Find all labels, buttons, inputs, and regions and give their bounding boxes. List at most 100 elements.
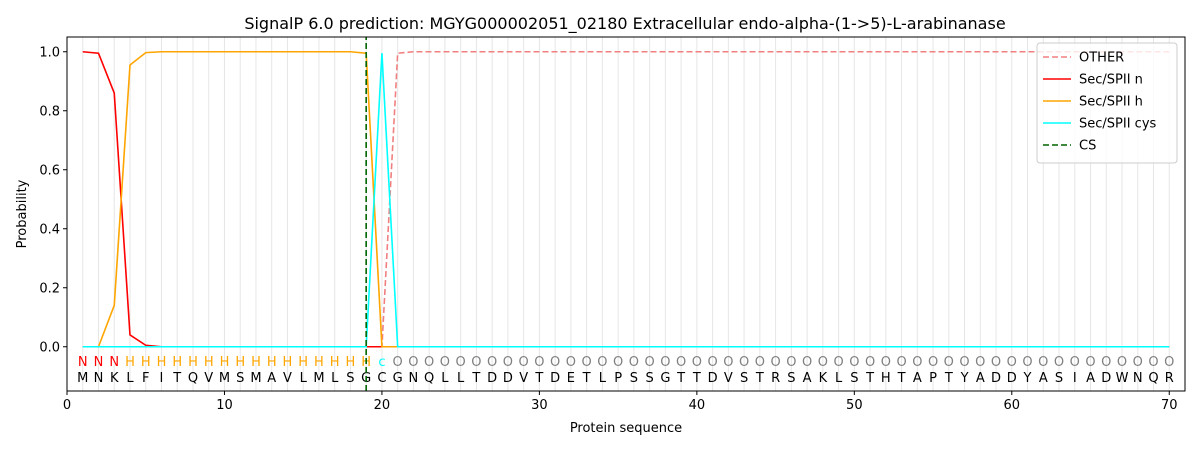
residue-letter: S xyxy=(236,371,244,386)
legend-box xyxy=(1036,42,1178,164)
residue-letter: Q xyxy=(424,371,434,386)
residue-letter: T xyxy=(944,371,953,386)
residue-region-label: O xyxy=(440,355,450,370)
legend-label: OTHER xyxy=(1079,51,1124,66)
y-tick-label: 0.4 xyxy=(39,222,60,237)
sequence-layer: NMNNNKHLHFHIHTHQHVHMHSHMHAHVHLHMHLHSHGcC… xyxy=(77,355,1174,386)
residue-letter: F xyxy=(142,371,149,386)
chart-title: SignalP 6.0 prediction: MGYG000002051_02… xyxy=(244,14,1005,34)
residue-letter: D xyxy=(991,371,1001,386)
residue-region-label: H xyxy=(330,355,340,370)
residue-letter: S xyxy=(346,371,354,386)
residue-region-label: O xyxy=(629,355,639,370)
series-line-sec-spii-n xyxy=(82,50,1170,348)
x-tick-label: 70 xyxy=(1161,398,1178,413)
residue-letter: D xyxy=(550,371,560,386)
residue-region-label: H xyxy=(267,355,277,370)
residue-region-label: O xyxy=(1117,355,1127,370)
residue-region-label: O xyxy=(912,355,922,370)
residue-region-label: O xyxy=(739,355,749,370)
residue-region-label: O xyxy=(456,355,466,370)
residue-region-label: H xyxy=(251,355,261,370)
residue-letter: D xyxy=(1101,371,1111,386)
residue-region-label: O xyxy=(896,355,906,370)
x-tick-label: 30 xyxy=(531,398,548,413)
residue-letter: R xyxy=(1165,371,1174,386)
residue-letter: M xyxy=(313,371,324,386)
residue-region-label: O xyxy=(1038,355,1048,370)
residue-letter: L xyxy=(457,371,465,386)
residue-region-label: O xyxy=(1148,355,1158,370)
residue-letter: L xyxy=(599,371,607,386)
residue-letter: S xyxy=(850,371,858,386)
residue-letter: G xyxy=(393,371,403,386)
residue-region-label: O xyxy=(1022,355,1032,370)
residue-region-label: N xyxy=(94,355,104,370)
residue-letter: T xyxy=(676,371,685,386)
residue-letter: D xyxy=(487,371,497,386)
residue-letter: T xyxy=(755,371,764,386)
residue-letter: S xyxy=(787,371,795,386)
residue-letter: I xyxy=(1073,371,1077,386)
x-tick-label: 0 xyxy=(63,398,71,413)
residue-region-label: H xyxy=(125,355,135,370)
residue-letter: A xyxy=(267,371,276,386)
residue-region-label: O xyxy=(645,355,655,370)
residue-letter: M xyxy=(250,371,261,386)
x-tick-label: 50 xyxy=(846,398,863,413)
residue-region-label: O xyxy=(833,355,843,370)
residue-region-label: N xyxy=(109,355,119,370)
residue-region-label: O xyxy=(424,355,434,370)
residue-letter: V xyxy=(283,371,292,386)
residue-region-label: O xyxy=(1164,355,1174,370)
residue-letter: T xyxy=(582,371,591,386)
residue-letter: T xyxy=(897,371,906,386)
residue-region-label: O xyxy=(1070,355,1080,370)
residue-letter: S xyxy=(645,371,653,386)
residue-region-label: O xyxy=(928,355,938,370)
residue-region-label: H xyxy=(141,355,151,370)
residue-letter: Y xyxy=(960,371,969,386)
residue-region-label: O xyxy=(676,355,686,370)
residue-region-label: c xyxy=(378,355,385,370)
x-axis-label: Protein sequence xyxy=(570,421,682,436)
y-tick-label: 0.6 xyxy=(39,163,60,178)
residue-letter: T xyxy=(865,371,874,386)
residue-letter: A xyxy=(913,371,922,386)
residue-letter: V xyxy=(519,371,528,386)
residue-letter: A xyxy=(1039,371,1048,386)
legend-label: Sec/SPII h xyxy=(1079,95,1143,110)
residue-region-label: O xyxy=(755,355,765,370)
residue-letter: P xyxy=(614,371,622,386)
residue-letter: K xyxy=(110,371,119,386)
residue-letter: L xyxy=(331,371,339,386)
residue-letter: A xyxy=(976,371,985,386)
residue-region-label: O xyxy=(818,355,828,370)
residue-region-label: O xyxy=(881,355,891,370)
legend-label: Sec/SPII n xyxy=(1079,73,1143,88)
residue-letter: L xyxy=(835,371,843,386)
residue-letter: K xyxy=(819,371,828,386)
residue-letter: V xyxy=(724,371,733,386)
residue-region-label: O xyxy=(393,355,403,370)
residue-region-label: O xyxy=(519,355,529,370)
residue-region-label: O xyxy=(802,355,812,370)
residue-letter: A xyxy=(803,371,812,386)
x-tick-label: 20 xyxy=(374,398,391,413)
residue-letter: Y xyxy=(1023,371,1032,386)
residue-region-label: O xyxy=(770,355,780,370)
residue-letter: T xyxy=(534,371,543,386)
residue-region-label: O xyxy=(582,355,592,370)
tick-layer: 0 10 20 30 40 50 60 70 0.0 0.2 0.4 0.6 0.8 1.0 xyxy=(39,45,1177,413)
residue-letter: S xyxy=(1055,371,1063,386)
residue-letter: N xyxy=(409,371,419,386)
residue-region-label: O xyxy=(692,355,702,370)
residue-region-label: O xyxy=(597,355,607,370)
residue-region-label: N xyxy=(78,355,88,370)
residue-region-label: O xyxy=(849,355,859,370)
residue-letter: I xyxy=(160,371,164,386)
residue-region-label: O xyxy=(660,355,670,370)
residue-letter: T xyxy=(172,371,181,386)
